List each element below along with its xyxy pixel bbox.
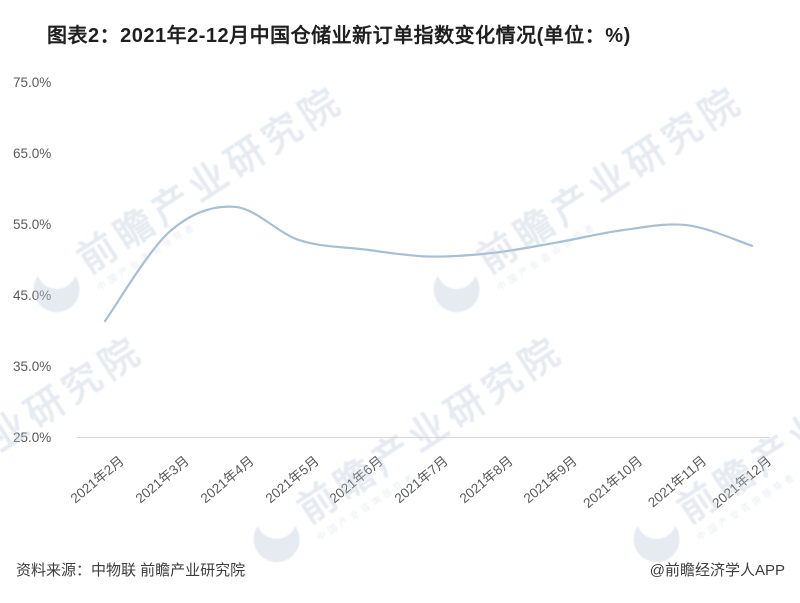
y-tick-label: 45.0% bbox=[13, 287, 52, 303]
x-tick-label: 2021年9月 bbox=[521, 453, 581, 507]
x-tick-label: 2021年4月 bbox=[197, 453, 257, 507]
watermark: 前瞻产业研究院中国产业咨询领导者 bbox=[423, 78, 760, 325]
watermark-subtitle: 中国产业咨询领导者 bbox=[315, 470, 419, 543]
line-series bbox=[103, 205, 754, 323]
y-tick-label: 75.0% bbox=[13, 74, 52, 90]
watermark: 前瞻产业研究院中国产业咨询领导者 bbox=[623, 328, 800, 575]
watermark-subtitle: 中国产业咨询领导者 bbox=[695, 470, 799, 543]
y-tick-label: 55.0% bbox=[13, 216, 52, 232]
y-tick-label: 25.0% bbox=[13, 429, 52, 445]
watermark-subtitle: 中国产业咨询领导者 bbox=[95, 220, 199, 293]
x-tick-label: 2021年7月 bbox=[391, 453, 451, 507]
source-note: 资料来源：中物联 前瞻产业研究院 bbox=[16, 562, 246, 579]
x-tick-label: 2021年11月 bbox=[645, 453, 710, 511]
watermark-subtitle: 中国产业咨询领导者 bbox=[495, 220, 599, 293]
globe-logo-icon bbox=[424, 257, 489, 322]
x-tick-label: 2021年2月 bbox=[68, 453, 128, 507]
globe-logo-icon bbox=[244, 507, 309, 572]
x-tick-label: 2021年3月 bbox=[132, 453, 192, 507]
x-tick-label: 2021年10月 bbox=[579, 453, 645, 511]
y-tick-label: 65.0% bbox=[13, 145, 52, 161]
x-tick-label: 2021年12月 bbox=[709, 453, 775, 511]
watermark-subtitle: 中国产业咨询领导者 bbox=[0, 365, 159, 544]
x-tick-label: 2021年6月 bbox=[326, 453, 387, 507]
watermark: 前瞻产业研究院中国产业咨询领导者 bbox=[243, 329, 580, 575]
watermark-text: 前瞻产业研究院 bbox=[70, 78, 352, 282]
watermark-text: 前瞻产业研究院 bbox=[670, 328, 800, 532]
credit-note: @前瞻经济学人APP bbox=[649, 562, 785, 579]
x-tick-label: 2021年8月 bbox=[456, 453, 516, 507]
chart-title: 图表2：2021年2-12月中国仓储业新订单指数变化情况(单位：%) bbox=[47, 25, 631, 47]
x-tick-label: 2021年5月 bbox=[262, 453, 322, 507]
x-axis-baseline bbox=[77, 437, 770, 438]
watermark-text: 前瞻产业研究院 bbox=[470, 78, 752, 282]
y-tick-label: 35.0% bbox=[13, 358, 52, 374]
watermark: 前瞻产业研究院中国产业咨询领导者 bbox=[23, 78, 360, 325]
